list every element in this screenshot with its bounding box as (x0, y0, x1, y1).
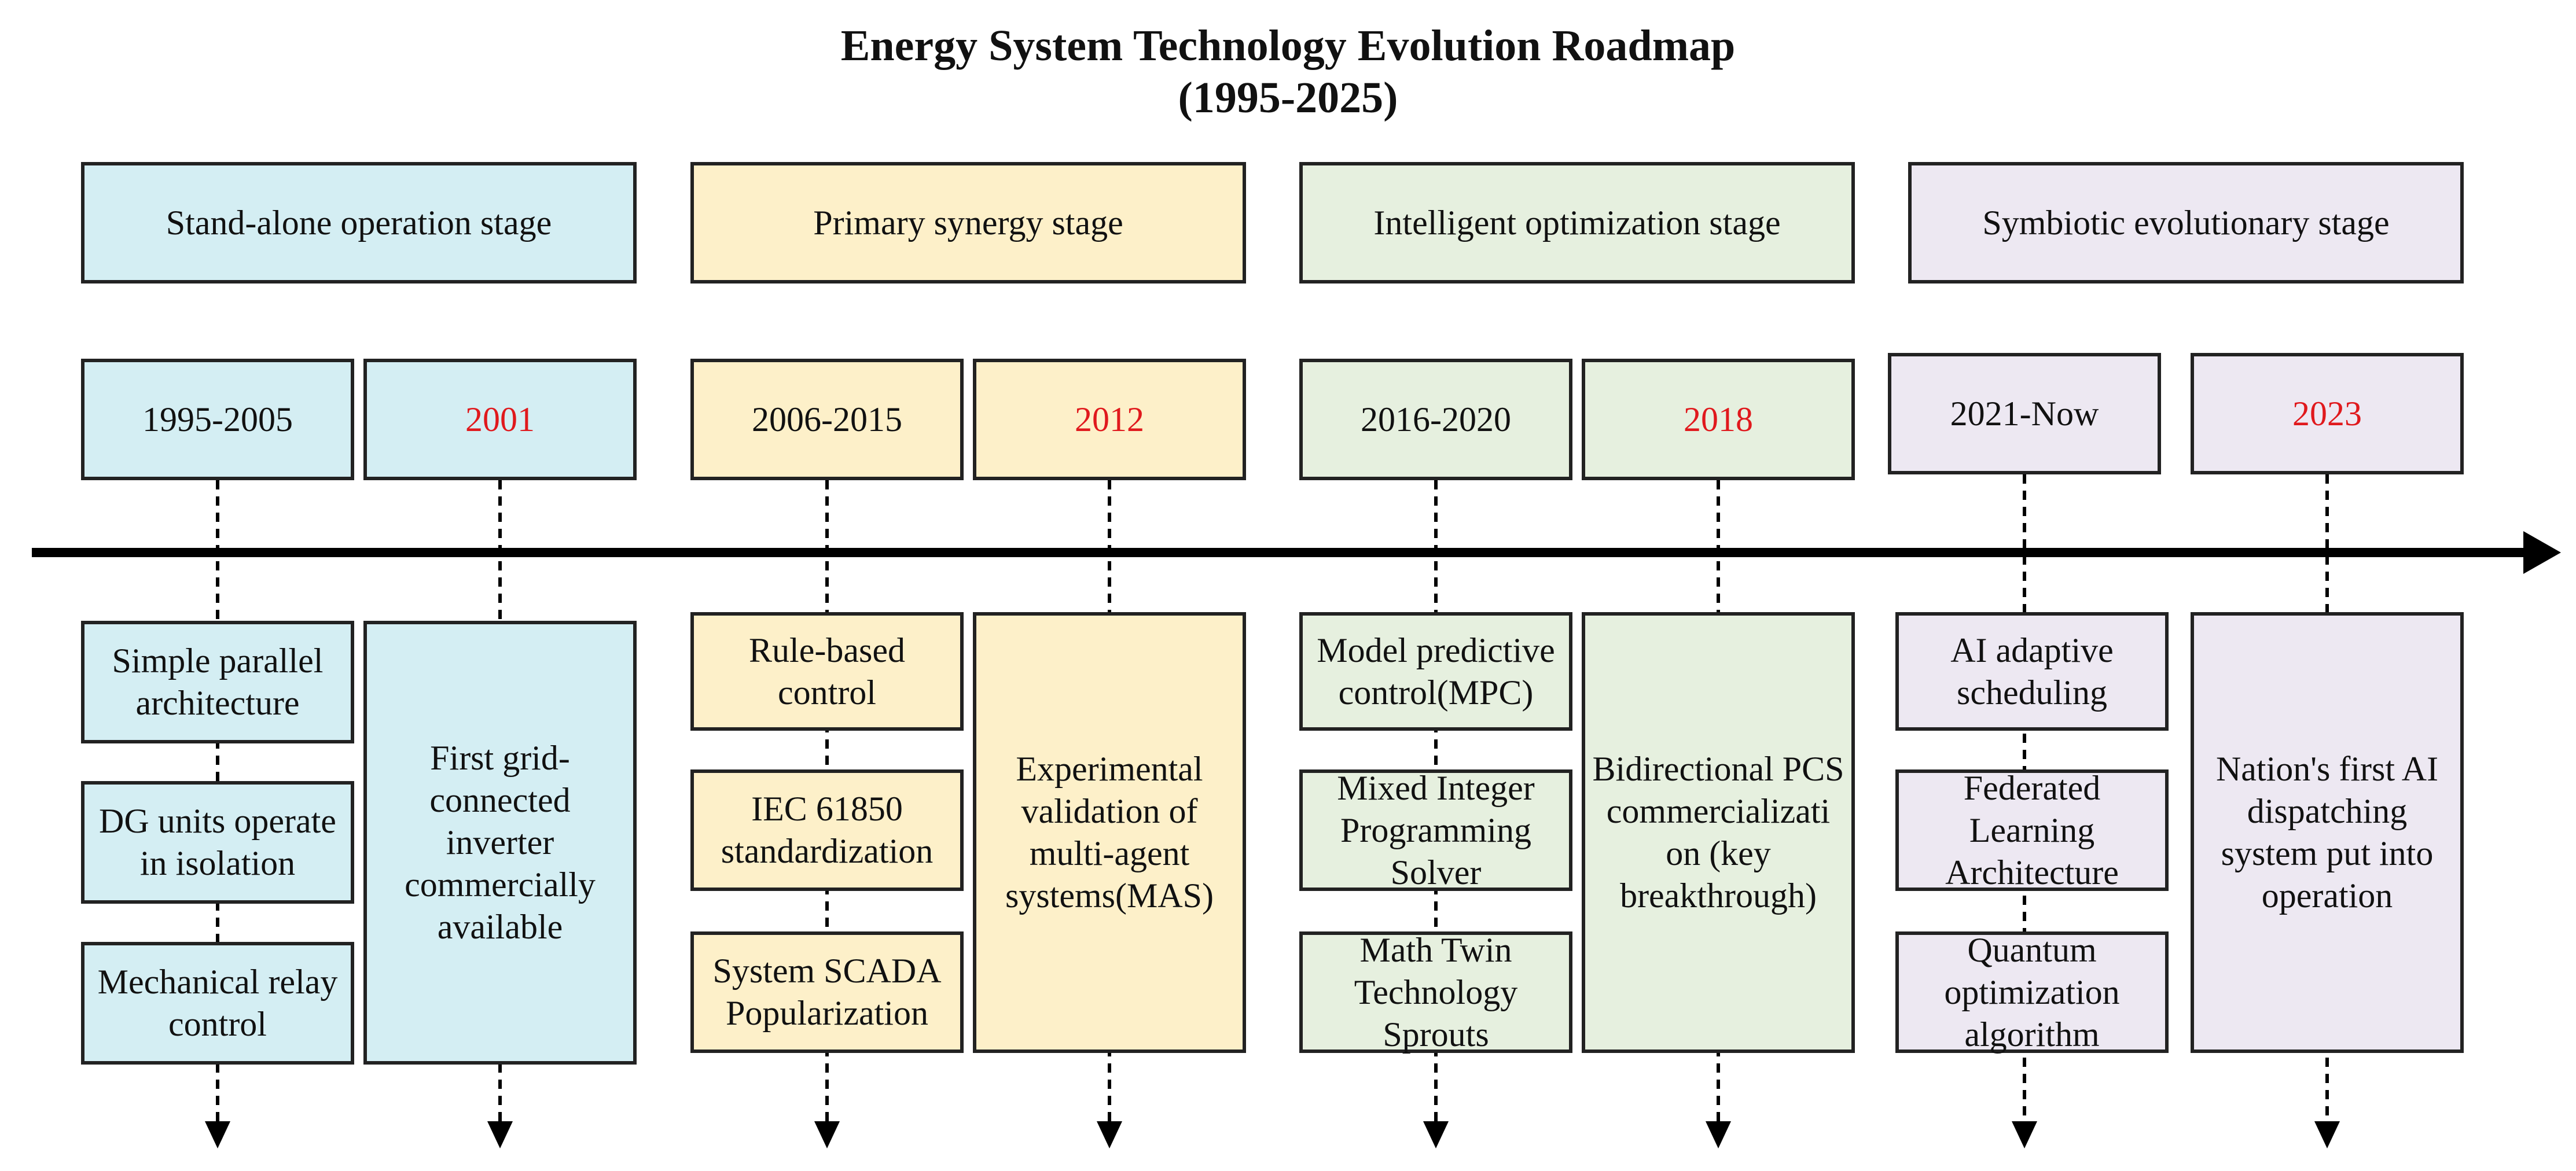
period-date-highlight: 2023 (2292, 394, 2362, 433)
arrow-down-icon (1423, 1121, 1449, 1148)
period-date-highlight: 2001 (465, 400, 535, 439)
event-box: Federated Learning Architecture (1895, 768, 2169, 892)
event-box: Rule-based control (690, 612, 964, 731)
stage-label: Primary synergy stage (813, 203, 1123, 242)
stage-label: Stand-alone operation stage (166, 203, 552, 242)
event-text: Experimental validation of multi-agent s… (1005, 750, 1214, 915)
event-box: DG units operate in isolation (81, 781, 354, 904)
arrow-down-icon (1097, 1121, 1122, 1148)
event-box: IEC 61850 standardization (690, 769, 964, 891)
event-box: Mixed Integer Programming Solver (1299, 768, 1572, 892)
event-text: IEC 61850 standardization (721, 790, 934, 870)
event-text: Federated Learning Architecture (1945, 768, 2119, 892)
event-text: Nation's first AI dispatching system put… (2215, 750, 2439, 915)
period-date-highlight: 2012 (1075, 400, 1144, 439)
event-text: System SCADA Popularization (712, 952, 942, 1032)
event-text: Math Twin Technology Sprouts (1354, 930, 1518, 1054)
event-box: Quantum optimization algorithm (1895, 930, 2169, 1054)
event-box: Math Twin Technology Sprouts (1299, 930, 1572, 1054)
period-date: 2016-2020 (1361, 400, 1511, 439)
event-text: Bidirectional PCS commercializati on (ke… (1592, 750, 1844, 915)
period-date: 1995-2005 (142, 400, 293, 439)
period-box-2016-2020: 2016-2020 (1299, 359, 1572, 480)
title-line-1: Energy System Technology Evolution Roadm… (840, 21, 1736, 70)
stage-box-primary-synergy: Primary synergy stage (690, 162, 1246, 283)
event-box: Mechanical relay control (81, 942, 354, 1065)
event-text: DG units operate in isolation (99, 802, 336, 882)
arrow-down-icon (487, 1121, 513, 1148)
period-box-2006-2015: 2006-2015 (690, 359, 964, 480)
event-box: AI adaptive scheduling (1895, 612, 2169, 731)
event-text: First grid-connected inverter commercial… (405, 739, 596, 946)
arrow-down-icon (2314, 1121, 2340, 1148)
event-text: Quantum optimization algorithm (1944, 930, 2120, 1054)
stage-label: Symbiotic evolutionary stage (1982, 203, 2390, 242)
arrow-down-icon (2012, 1121, 2037, 1148)
diagram-title: Energy System Technology Evolution Roadm… (0, 20, 2576, 124)
event-box-key: Bidirectional PCS commercializati on (ke… (1582, 612, 1855, 1053)
event-box: Simple parallel architecture (81, 621, 354, 743)
period-date-highlight: 2018 (1684, 400, 1753, 439)
arrow-down-icon (814, 1121, 840, 1148)
event-box-key: Experimental validation of multi-agent s… (973, 612, 1246, 1053)
arrow-down-icon (1706, 1121, 1731, 1148)
event-text: Mechanical relay control (97, 963, 338, 1043)
event-box: Model predictive control(MPC) (1299, 612, 1572, 731)
event-box: System SCADA Popularization (690, 931, 964, 1053)
period-box-2001: 2001 (363, 359, 637, 480)
timeline-arrow-icon (2523, 531, 2561, 574)
stage-box-standalone: Stand-alone operation stage (81, 162, 637, 283)
period-date: 2006-2015 (752, 400, 902, 439)
event-box-key: First grid-connected inverter commercial… (363, 621, 637, 1065)
stage-box-intelligent-optimization: Intelligent optimization stage (1299, 162, 1855, 283)
event-text: Model predictive control(MPC) (1317, 631, 1555, 712)
period-box-2012: 2012 (973, 359, 1246, 480)
event-text: Simple parallel architecture (112, 642, 324, 722)
period-box-2023: 2023 (2191, 353, 2464, 474)
event-text: Rule-based control (749, 631, 905, 712)
arrow-down-icon (205, 1121, 230, 1148)
period-box-1995-2005: 1995-2005 (81, 359, 354, 480)
event-text: AI adaptive scheduling (1950, 631, 2114, 712)
event-text: Mixed Integer Programming Solver (1337, 768, 1535, 892)
stage-label: Intelligent optimization stage (1373, 203, 1781, 242)
period-date: 2021-Now (1950, 394, 2099, 433)
period-box-2018: 2018 (1582, 359, 1855, 480)
stage-box-symbiotic-evolutionary: Symbiotic evolutionary stage (1908, 162, 2464, 283)
period-box-2021-now: 2021-Now (1888, 353, 2161, 474)
event-box-key: Nation's first AI dispatching system put… (2191, 612, 2464, 1053)
title-line-2: (1995-2025) (1178, 73, 1398, 122)
